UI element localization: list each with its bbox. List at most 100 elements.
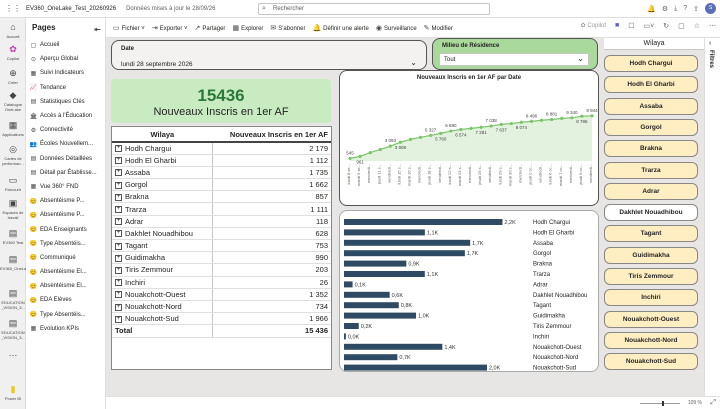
- table-row[interactable]: + Tagant 753: [112, 239, 331, 253]
- settings-icon[interactable]: ⚙: [661, 5, 669, 13]
- bar-chart-bar[interactable]: [344, 333, 346, 340]
- page-item[interactable]: ▦ Evolution KPIs: [26, 322, 105, 336]
- page-item[interactable]: 😊 Type Absentéis...: [26, 308, 105, 322]
- rail-copilot[interactable]: ✿ Copilot: [0, 44, 26, 61]
- copilot-button[interactable]: ✿ Copilot: [580, 23, 606, 29]
- share-button[interactable]: ↗ Partager: [194, 24, 226, 32]
- table-row[interactable]: + Brakna 857: [112, 190, 331, 204]
- wilaya-slicer-item[interactable]: Hodh Chargui: [604, 55, 698, 72]
- wilaya-slicer-item[interactable]: Tagant: [604, 225, 698, 243]
- wilaya-slicer-item[interactable]: Gorgol: [604, 118, 698, 136]
- rail-apps[interactable]: ▦ Applications: [0, 120, 26, 137]
- line-chart-point[interactable]: [570, 116, 574, 120]
- line-chart-point[interactable]: [388, 144, 392, 148]
- line-chart-point[interactable]: [408, 137, 413, 141]
- bookmark-icon[interactable]: ☐: [628, 23, 635, 30]
- line-chart-point[interactable]: [529, 119, 534, 123]
- bar-chart-bar[interactable]: [344, 323, 359, 329]
- page-item[interactable]: 😊 EDA Elèves: [26, 293, 105, 307]
- line-chart-point[interactable]: [459, 127, 463, 132]
- comment-icon[interactable]: ▢: [678, 23, 685, 30]
- page-item[interactable]: 😊 Absentéisme P...: [26, 194, 105, 208]
- bar-chart-bar[interactable]: [344, 364, 487, 371]
- expand-icon[interactable]: +: [115, 242, 122, 250]
- expand-icon[interactable]: +: [115, 145, 122, 153]
- collapse-arrow-icon[interactable]: ‹: [709, 40, 712, 47]
- report-title[interactable]: EV360_OneLake_Test_20260926: [26, 5, 117, 12]
- zoom-slider-handle[interactable]: [662, 401, 664, 406]
- milieu-dropdown[interactable]: Tout ⌄: [439, 53, 589, 66]
- more-options-icon[interactable]: ⋯: [709, 23, 716, 30]
- expand-icon[interactable]: +: [115, 303, 122, 311]
- rail-home[interactable]: ⌂ Accueil: [0, 22, 26, 39]
- wilaya-slicer-item[interactable]: Brakna: [604, 140, 698, 158]
- wilaya-slicer-item[interactable]: Nouakchott-Ouest: [604, 310, 698, 328]
- help-icon[interactable]: ?: [683, 5, 688, 12]
- page-item[interactable]: ▦ Vue 360° FND: [26, 180, 105, 194]
- view-icon[interactable]: ▭˅: [643, 23, 655, 30]
- column-header-count[interactable]: Nouveaux Inscris en 1er AF: [212, 127, 331, 143]
- wilaya-slicer-item[interactable]: Nouakchott-Sud: [604, 353, 698, 371]
- column-header-wilaya[interactable]: Wilaya: [112, 127, 213, 143]
- expand-icon[interactable]: +: [115, 169, 122, 177]
- bar-chart-bar[interactable]: [344, 250, 465, 257]
- rail-create[interactable]: ⊕ Créer: [0, 68, 26, 85]
- search-box[interactable]: ⌕ Rechercher: [258, 3, 490, 15]
- table-row[interactable]: + Nouakchott-Sud 1 966: [112, 312, 331, 326]
- rail-browse[interactable]: ▭ Parcourir: [0, 175, 26, 192]
- page-item[interactable]: 😊 Absentéisme El...: [26, 279, 105, 293]
- line-chart-point[interactable]: [378, 147, 382, 152]
- page-item[interactable]: 🏛 Accès à l'Éducation: [26, 109, 105, 123]
- page-item[interactable]: ▢ Accueil: [26, 38, 105, 52]
- share-icon[interactable]: ⇪: [693, 5, 699, 13]
- line-chart-point[interactable]: [509, 121, 513, 126]
- line-chart-point[interactable]: [479, 125, 483, 129]
- line-chart-point[interactable]: [418, 135, 423, 139]
- alert-button[interactable]: 🔔 Définir une alerte: [312, 24, 369, 32]
- page-item[interactable]: 📈 Tendance: [26, 81, 105, 95]
- zoom-level[interactable]: 109 %: [687, 400, 702, 406]
- filters-panel[interactable]: ‹ Filtres: [704, 38, 720, 396]
- page-item[interactable]: ▤ Détail par Établisse...: [26, 166, 105, 180]
- teams-icon[interactable]: ■: [615, 22, 620, 29]
- table-row[interactable]: + Dakhlet Nouadhibou 628: [112, 227, 331, 241]
- rail-education-1[interactable]: ▤ EDUCATION _VISION_3...: [1, 288, 25, 310]
- app-launcher-icon[interactable]: ⋮⋮: [5, 4, 21, 13]
- rail-powerbi[interactable]: ▮ Power BI: [0, 384, 26, 401]
- line-chart-point[interactable]: [580, 114, 584, 118]
- rail-ev360-onelake[interactable]: ▤ EV360_OneLake_Test_...: [0, 254, 46, 271]
- bar-chart-bar[interactable]: [344, 229, 425, 236]
- line-chart-point[interactable]: [560, 116, 564, 120]
- table-row[interactable]: + Nouakchott-Nord 734: [112, 300, 331, 314]
- wilaya-slicer-item[interactable]: Trarza: [604, 161, 698, 179]
- explore-button[interactable]: ▦ Explorer: [232, 24, 264, 32]
- expand-icon[interactable]: +: [115, 291, 122, 299]
- bar-chart-bar[interactable]: [344, 354, 398, 361]
- download-icon[interactable]: ⤓: [674, 4, 678, 12]
- expand-icon[interactable]: +: [115, 254, 122, 262]
- page-item[interactable]: 👥 Écoles Nouvellem...: [26, 137, 105, 151]
- wilaya-slicer-item[interactable]: Nouakchott-Nord: [604, 331, 698, 349]
- table-row[interactable]: + Guidimakha 990: [112, 251, 331, 265]
- date-filter[interactable]: Date lundi 28 septembre 2026 ⌄: [111, 40, 427, 70]
- line-chart-point[interactable]: [519, 120, 524, 124]
- page-item[interactable]: ▦ Suivi Indicateurs: [26, 66, 105, 80]
- page-item[interactable]: ▤ Données Détaillées: [26, 152, 105, 166]
- expand-icon[interactable]: +: [115, 218, 122, 226]
- line-chart-point[interactable]: [368, 151, 372, 155]
- page-item[interactable]: 😊 Absentéisme P...: [26, 208, 105, 222]
- line-chart-point[interactable]: [550, 117, 554, 122]
- wilaya-slicer-item[interactable]: Dakhlet Nouadhibou: [604, 204, 698, 222]
- table-row[interactable]: + Adrar 118: [112, 215, 331, 228]
- wilaya-slicer-item[interactable]: Guidimakha: [604, 246, 698, 264]
- page-item[interactable]: 😊 EDA Enseignants: [26, 222, 105, 236]
- wilaya-slicer-item[interactable]: Adrar: [604, 182, 698, 200]
- wilaya-slicer-item[interactable]: Hodh El Gharbi: [604, 76, 698, 94]
- line-chart-point[interactable]: [358, 154, 362, 158]
- page-item[interactable]: ⚙ Connectivité: [26, 123, 105, 137]
- table-row[interactable]: + Tiris Zemmour 203: [112, 263, 331, 277]
- line-chart-point[interactable]: [539, 118, 544, 122]
- page-item[interactable]: 😊 Absentéisme El...: [26, 265, 105, 279]
- page-item[interactable]: 😊 Type Absentéis...: [26, 237, 105, 251]
- table-row[interactable]: + Trarza 1 111: [112, 202, 331, 216]
